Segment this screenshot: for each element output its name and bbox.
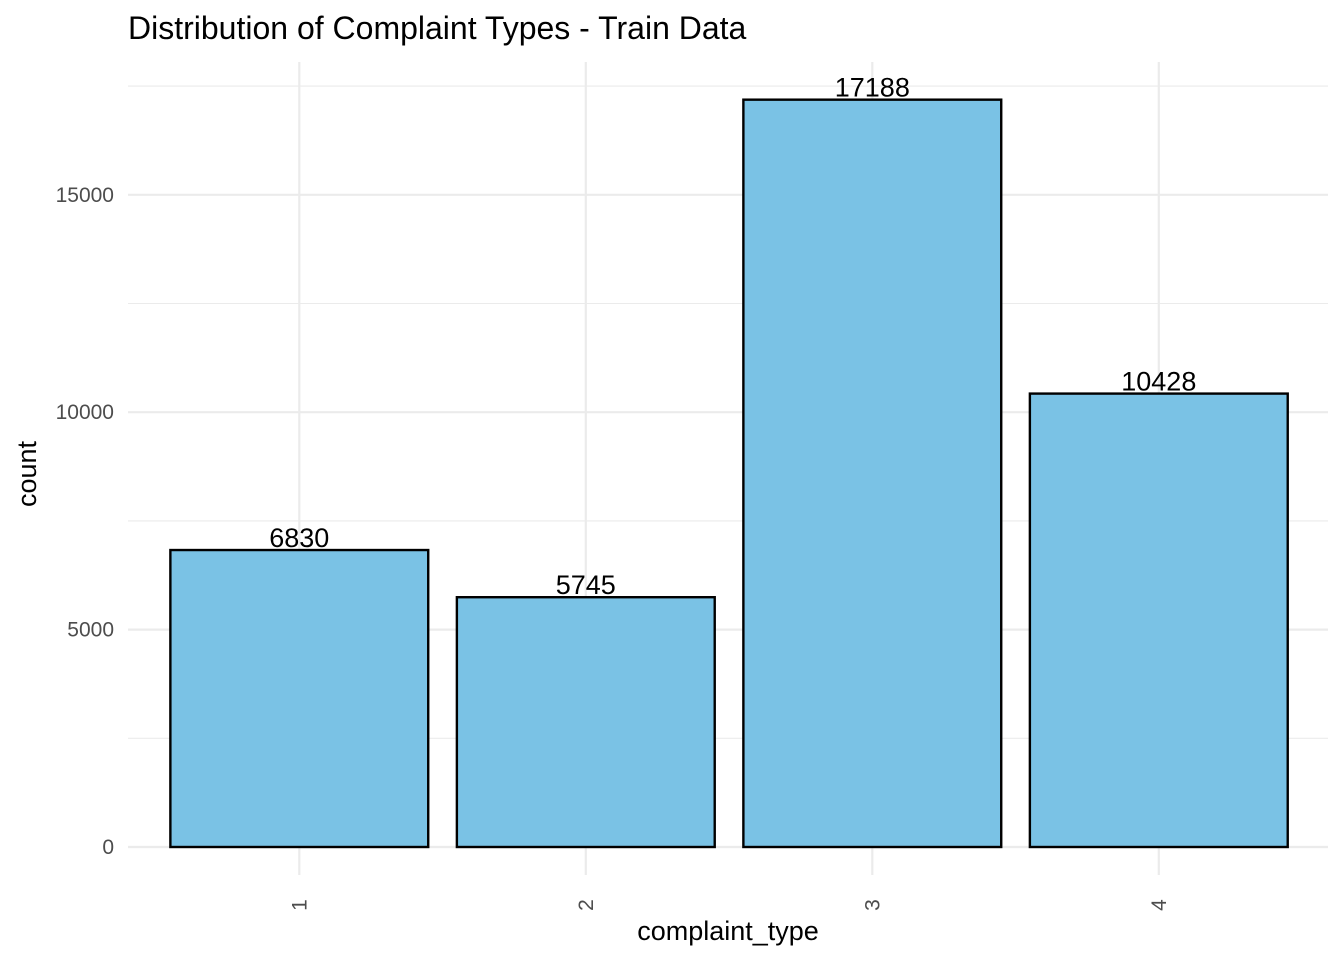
bar-4	[1028, 392, 1289, 849]
chart-title: Distribution of Complaint Types - Train …	[128, 10, 747, 46]
y-axis-title: count	[12, 440, 42, 507]
data-labels: 6830 5745 17188 10428	[269, 73, 1196, 601]
y-tick-label: 0	[102, 836, 114, 859]
x-axis-title: complaint_type	[637, 916, 819, 946]
x-tick-label-2: 2	[575, 899, 598, 911]
x-tick-label-4: 4	[1148, 899, 1171, 911]
y-tick-label: 5000	[67, 619, 114, 642]
bars	[169, 98, 1289, 849]
x-tick-label-3: 3	[861, 899, 884, 911]
data-label-1: 6830	[269, 523, 329, 553]
bar-1	[169, 548, 430, 849]
x-tick-label-1: 1	[288, 899, 311, 911]
y-tick-label: 15000	[56, 184, 114, 207]
data-label-3: 17188	[835, 73, 910, 103]
bar-3	[742, 98, 1003, 849]
data-label-2: 5745	[556, 570, 616, 600]
x-axis-ticks: 1 2 3 4	[288, 899, 1171, 911]
bar-2	[455, 596, 716, 849]
y-tick-label: 10000	[56, 401, 114, 424]
data-label-4: 10428	[1121, 367, 1196, 397]
y-axis-ticks: 0 5000 10000 15000	[56, 184, 114, 859]
